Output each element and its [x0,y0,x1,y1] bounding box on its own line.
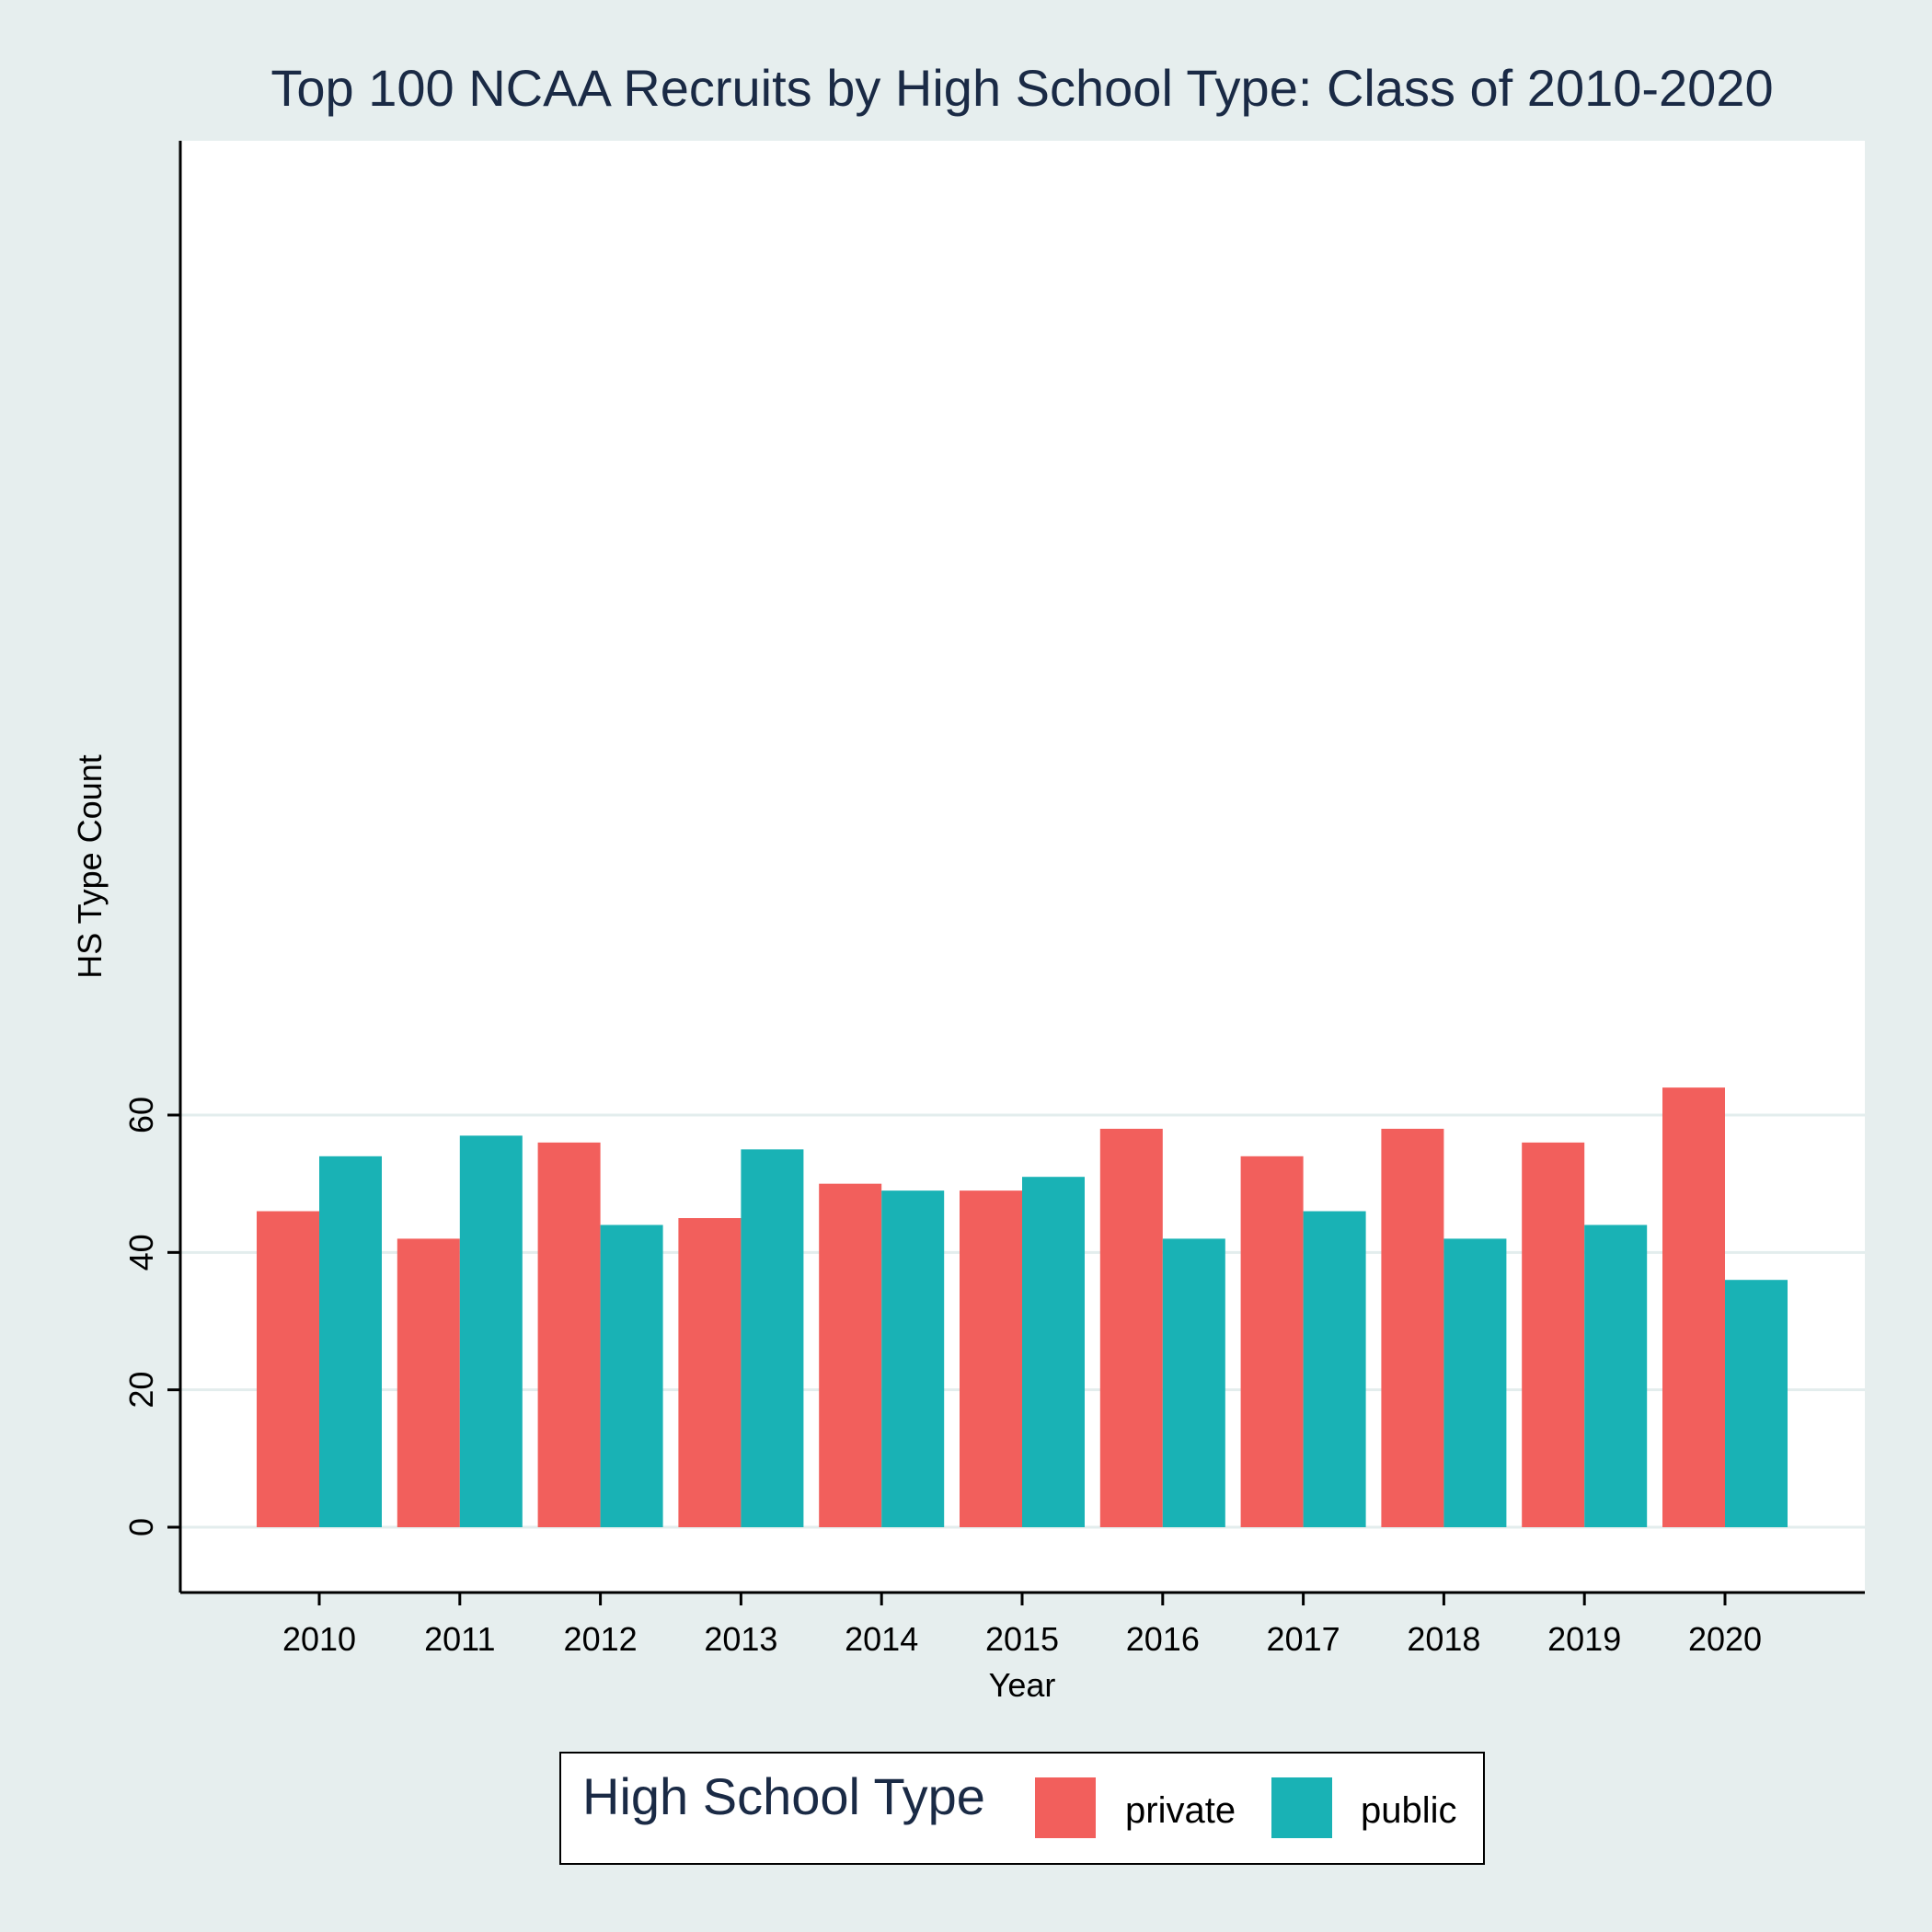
x-tick-label-2019: 2019 [1547,1620,1621,1658]
x-tick-label-2010: 2010 [282,1620,356,1658]
bar-private-2018 [1381,1128,1444,1527]
legend-swatch-private [1035,1777,1096,1838]
bar-public-2015 [1022,1177,1085,1527]
bar-private-2014 [819,1183,882,1527]
y-tick-label-0: 0 [122,1518,160,1536]
y-tick-label-40: 40 [122,1234,160,1271]
x-ticks: 2010 2011 2012 2013 2014 2015 2016 2017 2018 2019… [282,1593,1762,1658]
x-tick-label-2014: 2014 [845,1620,918,1658]
x-tick-label-2017: 2017 [1267,1620,1340,1658]
bar-private-2010 [257,1211,319,1527]
bar-public-2014 [881,1190,945,1527]
bar-public-2020 [1725,1280,1788,1527]
x-tick-label-2016: 2016 [1126,1620,1200,1658]
x-tick-label-2013: 2013 [704,1620,777,1658]
x-tick-label-2018: 2018 [1407,1620,1480,1658]
x-axis-title: Year [989,1666,1056,1704]
legend: High School Type private public [559,1752,1485,1865]
y-tick-label-20: 20 [122,1372,160,1409]
bars [257,1087,1788,1527]
bar-public-2016 [1162,1238,1225,1527]
y-ticks: 0 20 40 60 [122,1097,180,1536]
bar-private-2013 [678,1218,742,1527]
x-tick-label-2015: 2015 [985,1620,1059,1658]
y-axis-title: HS Type Count [71,754,109,978]
x-tick-label-2020: 2020 [1688,1620,1762,1658]
legend-label-private: private [1125,1790,1236,1831]
x-tick-label-2011: 2011 [424,1620,495,1658]
legend-title: High School Type [582,1767,985,1825]
chart-title: Top 100 NCAA Recruits by High School Typ… [270,59,1773,117]
bar-private-2020 [1662,1087,1725,1527]
bar-private-2015 [960,1190,1022,1527]
bar-private-2016 [1099,1128,1163,1527]
bar-public-2013 [741,1149,804,1527]
bar-private-2012 [537,1142,601,1527]
bar-private-2017 [1240,1156,1304,1527]
bar-public-2019 [1584,1225,1648,1527]
bar-public-2011 [459,1135,523,1527]
bar-public-2017 [1303,1211,1366,1527]
legend-swatch-public [1271,1777,1332,1838]
legend-label-public: public [1361,1790,1457,1831]
bar-public-2018 [1443,1238,1507,1527]
bar-private-2019 [1522,1142,1585,1527]
y-tick-label-60: 60 [122,1097,160,1133]
x-tick-label-2012: 2012 [564,1620,638,1658]
bar-public-2012 [600,1225,663,1527]
bar-public-2010 [319,1156,382,1527]
bar-private-2011 [397,1238,460,1527]
